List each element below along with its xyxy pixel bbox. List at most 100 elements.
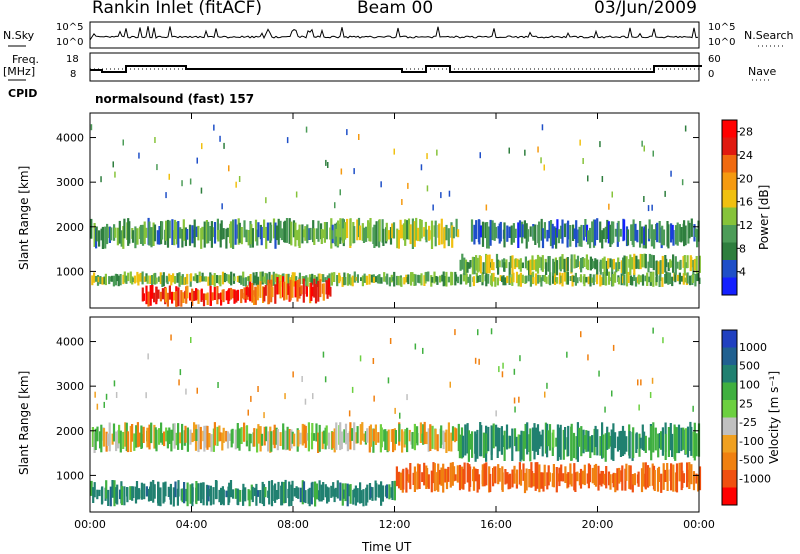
speckle — [228, 165, 230, 172]
nsearch-tick-bottom: 10^0 — [708, 37, 736, 48]
data-cell — [614, 432, 617, 449]
data-cell — [91, 275, 94, 286]
data-cell — [497, 464, 500, 485]
data-cell — [508, 230, 511, 238]
data-cell — [644, 275, 647, 282]
data-cell — [492, 262, 495, 271]
data-cell — [114, 227, 117, 238]
data-cell — [423, 462, 426, 486]
speckle — [587, 175, 589, 182]
data-cell — [256, 490, 259, 497]
data-cell — [213, 422, 216, 446]
data-cell — [552, 258, 555, 276]
data-cell — [228, 482, 231, 503]
data-cell — [175, 432, 178, 446]
data-cell — [635, 255, 638, 269]
data-cell — [131, 486, 134, 501]
data-cell — [519, 258, 522, 272]
data-cell — [508, 274, 511, 285]
data-cell — [581, 257, 584, 269]
data-cell — [137, 274, 140, 286]
data-cell — [404, 219, 407, 246]
data-cell — [451, 426, 455, 441]
data-cell — [525, 275, 528, 283]
data-cell — [585, 430, 588, 452]
colorbar-tick-label: 500 — [739, 360, 760, 373]
data-cell — [623, 255, 626, 275]
data-cell — [521, 224, 524, 238]
data-cell — [226, 227, 229, 238]
data-cell — [623, 430, 626, 455]
data-cell — [315, 483, 318, 500]
data-cell — [439, 275, 442, 283]
data-cell — [260, 433, 264, 446]
data-cell — [604, 433, 607, 462]
data-cell — [559, 256, 562, 272]
data-cell — [528, 260, 531, 276]
data-cell — [536, 424, 540, 455]
data-cell — [640, 468, 644, 493]
data-cell — [423, 227, 426, 237]
data-cell — [314, 283, 318, 304]
freq-label: Freq. — [12, 53, 40, 66]
data-cell — [572, 224, 575, 241]
data-cell — [431, 425, 434, 449]
data-cell — [496, 427, 499, 458]
data-cell — [444, 468, 447, 483]
data-cell — [445, 224, 448, 241]
data-cell — [161, 221, 164, 240]
speckle — [105, 393, 108, 400]
data-cell — [619, 228, 622, 237]
data-cell — [643, 253, 646, 268]
data-cell — [132, 486, 135, 498]
data-cell — [320, 229, 323, 244]
data-cell — [278, 283, 281, 295]
data-cell — [96, 426, 99, 442]
speckle — [312, 393, 314, 400]
colorbar-tick-label: 16 — [739, 196, 753, 209]
data-cell — [576, 471, 579, 482]
data-cell — [388, 277, 391, 287]
data-cell — [523, 472, 527, 494]
data-cell — [301, 224, 304, 244]
data-cell — [270, 279, 273, 303]
data-cell — [351, 275, 354, 287]
speckle — [601, 176, 604, 182]
data-cell — [311, 423, 314, 441]
data-cell — [138, 488, 141, 500]
data-cell — [476, 275, 480, 283]
data-cell — [654, 427, 657, 451]
data-cell — [265, 273, 268, 286]
data-cell — [584, 219, 587, 237]
data-cell — [111, 480, 114, 498]
data-cell — [640, 226, 643, 244]
data-cell — [602, 272, 605, 285]
colorbar-segment — [722, 330, 737, 348]
data-cell — [561, 219, 564, 244]
data-cell — [481, 464, 484, 487]
data-cell — [594, 425, 597, 447]
y-tick-label: 4000 — [56, 132, 84, 145]
data-cell — [390, 274, 393, 283]
data-cell — [165, 427, 168, 442]
data-cell — [609, 258, 612, 268]
data-cell — [389, 227, 393, 245]
data-cell — [363, 273, 366, 283]
y-tick-label: 3000 — [56, 380, 84, 393]
data-cell — [366, 484, 369, 503]
data-cell — [332, 482, 335, 497]
data-cell — [427, 474, 430, 489]
data-cell — [217, 229, 220, 242]
data-cell — [353, 488, 356, 498]
data-cell — [139, 224, 143, 244]
data-cell — [575, 220, 578, 248]
data-cell — [509, 473, 512, 489]
data-cell — [166, 292, 169, 307]
data-cell — [423, 421, 426, 444]
data-cell — [154, 272, 157, 285]
data-cell — [628, 431, 631, 459]
data-cell — [540, 434, 543, 447]
speckle — [426, 185, 429, 192]
colorbar-segment — [722, 155, 737, 173]
data-cell — [648, 276, 651, 283]
